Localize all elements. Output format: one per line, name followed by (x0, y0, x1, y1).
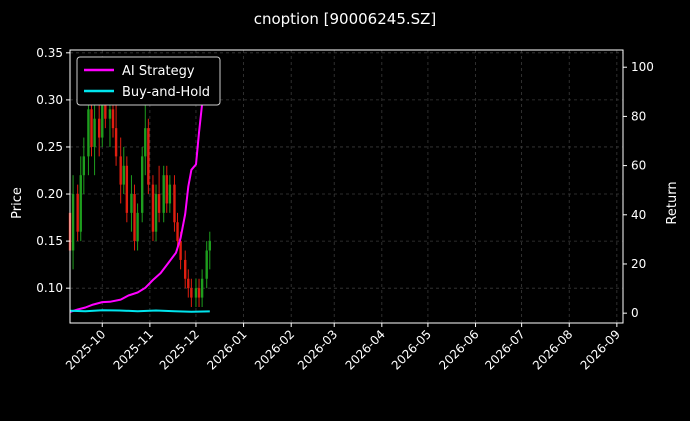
candles (68, 71, 211, 307)
candle-body (147, 128, 150, 185)
y-axis-left: 0.10 0.15 0.20 0.25 0.30 0.35 (36, 46, 70, 295)
candle-body (190, 288, 193, 298)
candle-body (157, 194, 161, 213)
y-axis-left-label: Price (10, 187, 25, 219)
candle-body (205, 250, 208, 279)
candle-body (200, 278, 204, 298)
candle-body (79, 175, 82, 232)
y-right-tick-label: 20 (631, 257, 646, 271)
candle-body (154, 194, 158, 232)
candle-body (101, 90, 104, 138)
candle-body (125, 165, 129, 213)
candle-body (111, 109, 115, 129)
candle-body (119, 156, 122, 185)
candle-body (76, 194, 79, 232)
candle-body (71, 194, 75, 251)
candle-body (165, 175, 168, 204)
y-left-tick-label: 0.10 (36, 281, 63, 295)
series-lines (69, 67, 211, 313)
legend: AI Strategy Buy-and-Hold (76, 56, 221, 106)
candle-body (93, 118, 96, 147)
candle-body (197, 288, 201, 298)
y-left-tick-label: 0.20 (36, 187, 63, 201)
candle-body (187, 278, 190, 289)
candle-body (87, 109, 90, 157)
y-axis-right-label: Return (665, 181, 680, 224)
legend-label-buy-and-hold: Buy-and-Hold (122, 85, 210, 100)
candle-body (176, 222, 179, 242)
series-line-buy-and-hold (69, 309, 210, 313)
candle-body (97, 118, 101, 138)
y-right-tick-label: 60 (631, 159, 646, 173)
y-axis-right: 0 20 40 60 80 100 (623, 60, 654, 320)
y-left-tick-label: 0.30 (36, 93, 63, 107)
candle-body (179, 241, 182, 260)
candle-body (130, 194, 133, 213)
candle-body (90, 109, 93, 147)
y-right-tick-label: 80 (631, 109, 646, 123)
candle-body (184, 259, 187, 279)
candle-body (144, 128, 147, 157)
candle-body (151, 184, 155, 232)
y-right-tick-label: 0 (631, 306, 639, 320)
y-right-tick-label: 100 (631, 60, 654, 74)
candle-body (140, 156, 144, 213)
candle-body (173, 184, 176, 223)
candle-body (208, 241, 211, 251)
candle-body (82, 156, 86, 176)
y-left-tick-label: 0.15 (36, 234, 63, 248)
y-right-tick-label: 40 (631, 208, 646, 222)
y-left-tick-label: 0.35 (36, 46, 63, 60)
candle-body (122, 165, 125, 185)
candle-body (133, 194, 136, 242)
candle-body (162, 175, 165, 213)
plot-frame (69, 49, 624, 324)
legend-label-ai-strategy: AI Strategy (122, 64, 195, 79)
series-line-ai-strategy (69, 67, 211, 313)
y-left-tick-label: 0.25 (36, 140, 63, 154)
candle-body (136, 212, 139, 242)
candle-body (168, 184, 172, 204)
chart-title: cnoption [90006245.SZ] (254, 10, 437, 28)
candle-body (194, 288, 198, 298)
candle-body (114, 128, 118, 157)
candle-body (108, 109, 112, 119)
